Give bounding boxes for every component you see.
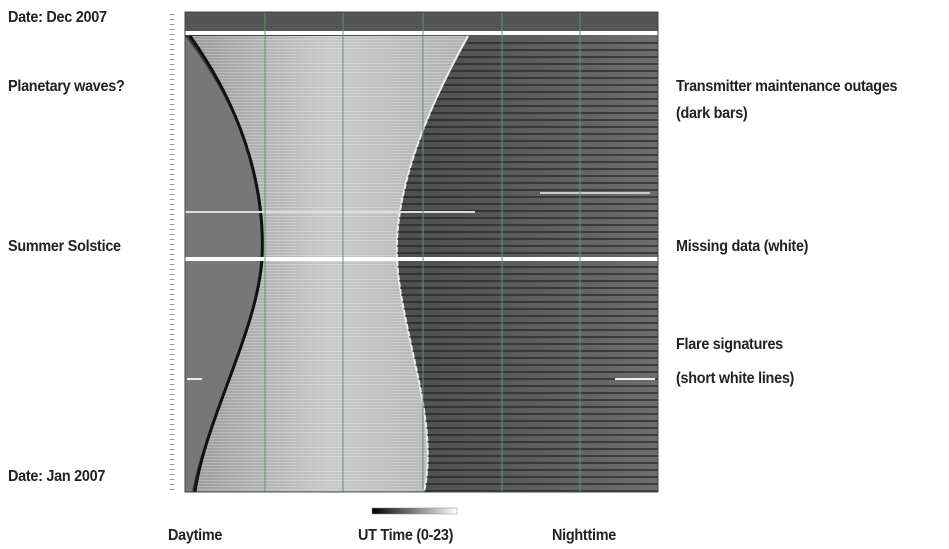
flare-line xyxy=(540,192,650,194)
flare-line xyxy=(187,378,202,380)
flare-line xyxy=(185,211,475,213)
top-rows xyxy=(185,12,658,32)
figure: Date: Dec 2007 Planetary waves? Summer S… xyxy=(0,0,949,549)
annotation: Missing data (white) xyxy=(676,238,808,256)
annotation: Summer Solstice xyxy=(8,238,121,256)
annotation: (dark bars) xyxy=(676,105,747,123)
colorbar xyxy=(372,508,457,514)
annotation: (short white lines) xyxy=(676,370,794,388)
outage-bars xyxy=(397,40,658,492)
annotation: Date: Jan 2007 xyxy=(8,468,105,486)
missing-row xyxy=(185,31,658,35)
missing-row xyxy=(185,257,658,261)
flare-line xyxy=(615,378,655,380)
axis-annotation: UT Time (0-23) xyxy=(358,527,453,545)
annotation: Flare signatures xyxy=(676,336,783,354)
axis-annotation: Nighttime xyxy=(552,527,616,545)
annotation: Date: Dec 2007 xyxy=(8,9,107,27)
axis-annotation: Daytime xyxy=(168,527,222,545)
annotation: Planetary waves? xyxy=(8,78,125,96)
annotation: Transmitter maintenance outages xyxy=(676,78,897,96)
